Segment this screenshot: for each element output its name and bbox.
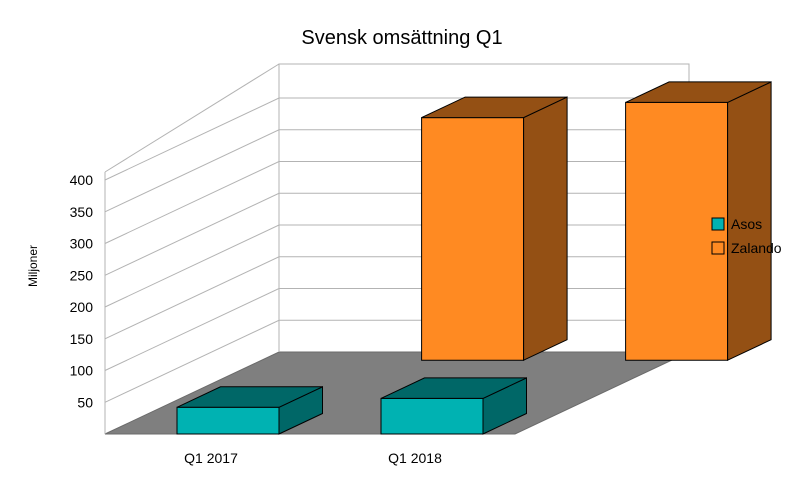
- bar-front-face: [421, 117, 525, 361]
- legend-label-zalando: Zalando: [731, 240, 782, 256]
- bar-front-face: [625, 101, 729, 361]
- gridline: [104, 256, 689, 340]
- y-tick-label: 400: [70, 172, 94, 188]
- y-tick-label: 100: [70, 363, 94, 379]
- gridline: [104, 129, 689, 213]
- y-tick-label: 300: [70, 236, 94, 252]
- y-tick-label: 50: [77, 394, 93, 410]
- chart-title: Svensk omsättning Q1: [301, 27, 502, 49]
- bar-zalando-0: [421, 96, 568, 361]
- x-tick-label: Q1 2017: [184, 450, 238, 466]
- bar-front-face: [380, 397, 484, 435]
- gridline: [104, 97, 689, 181]
- y-tick-label: 200: [70, 299, 94, 315]
- gridline: [104, 224, 689, 308]
- side-wall-top-edge: [104, 63, 280, 173]
- x-axis-ticks: Q1 2017 Q1 2018: [184, 450, 442, 466]
- y-tick-label: 350: [70, 204, 94, 220]
- bar-top-face: [625, 81, 772, 103]
- y-axis-ticks: 50 100 150 200 250 300 350 400: [70, 172, 94, 410]
- legend-swatch-zalando: [711, 241, 725, 255]
- legend-swatch-asos: [711, 217, 725, 231]
- y-tick-label: 150: [70, 331, 94, 347]
- y-tick-label: 250: [70, 267, 94, 283]
- bar-front-face: [176, 406, 280, 435]
- bar-asos-0: [176, 386, 323, 435]
- chart-bars: [176, 81, 772, 435]
- bar-side-face: [523, 96, 568, 361]
- bar-top-face: [176, 386, 323, 408]
- x-tick-label: Q1 2018: [388, 450, 442, 466]
- legend-label-asos: Asos: [731, 216, 762, 232]
- bar-zalando-1: [625, 81, 772, 361]
- bar-asos-1: [380, 377, 527, 435]
- gridline: [104, 192, 689, 276]
- y-axis-label: Miljoner: [26, 245, 40, 287]
- bar-top-face: [421, 96, 568, 119]
- gridline: [104, 161, 689, 244]
- legend: Asos Zalando: [711, 216, 782, 256]
- bar-top-face: [380, 377, 527, 399]
